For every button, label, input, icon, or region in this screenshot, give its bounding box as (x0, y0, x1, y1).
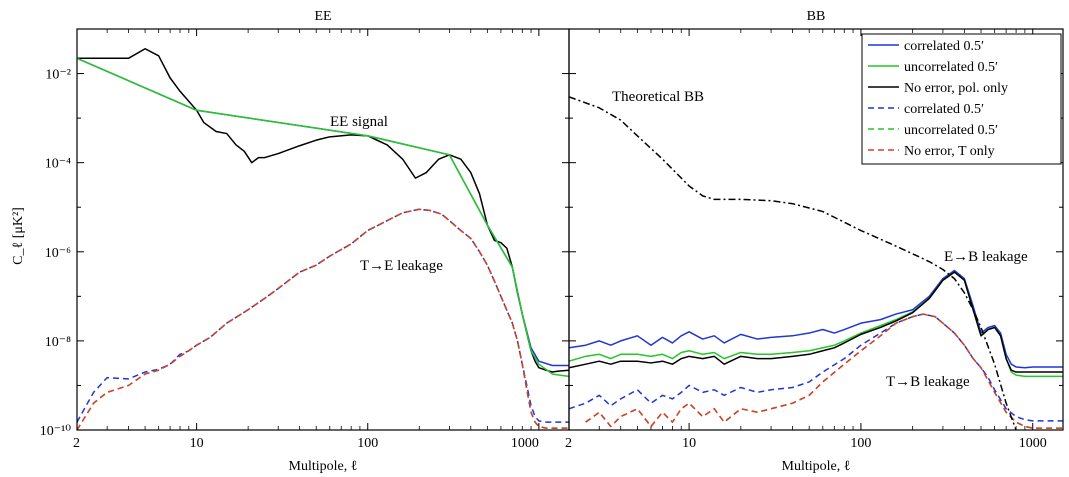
t-to-e-leakage-annotation: T→E leakage (360, 258, 443, 274)
ee-series-correlated-0-5-dashed (77, 208, 569, 423)
t-to-b-leakage-annotation: T→B leakage (886, 374, 970, 390)
e-to-b-leakage-annotation: E→B leakage (944, 249, 1028, 265)
legend-label-uncorrelated-solid: uncorrelated 0.5′ (904, 60, 998, 75)
bb-series-correlated-0-5-dashed (569, 313, 1063, 422)
bb-series-group (569, 96, 1063, 430)
ee-series-group (77, 48, 569, 430)
legend-label-no-error-t-only: No error, T only (904, 144, 995, 159)
y-tick-label: 10⁻⁶ (45, 246, 71, 261)
axis-ticks: 2 10 100 1000 2 10 100 1000 10⁻¹⁰ 10⁻⁸ 10⁻⁶ 10⁻⁴ 10⁻… (40, 28, 1063, 451)
bb-x-axis-label: Multipole, ℓ (782, 459, 851, 474)
ee-panel-title: EE (314, 9, 331, 24)
legend: correlated 0.5′ uncorrelated 0.5′ No err… (861, 33, 1062, 165)
ee-x-tick-label: 2 (73, 436, 80, 451)
legend-label-no-error-pol-only: No error, pol. only (904, 81, 1008, 96)
bb-panel (569, 96, 1063, 430)
bb-axes-frame (568, 28, 1064, 431)
theoretical-bb-annotation: Theoretical BB (612, 89, 704, 105)
bb-series-theoretical-bb-dashdot (569, 96, 1017, 430)
ee-panel (77, 48, 569, 430)
y-tick-label: 10⁻⁸ (45, 335, 71, 350)
ee-x-tick-label: 1000 (511, 436, 539, 451)
ee-x-tick-label: 10 (190, 436, 204, 451)
ee-signal-annotation: EE signal (330, 114, 388, 130)
bb-x-tick-label: 1000 (1019, 436, 1047, 451)
legend-box (861, 33, 1062, 165)
y-tick-label: 10⁻⁴ (45, 157, 71, 172)
ee-series-uncorrelated-0-5-solid (77, 57, 569, 378)
y-axis-label: C_ℓ [μK²] (11, 207, 26, 265)
bb-x-tick-label: 100 (850, 436, 871, 451)
bb-series-no-error-pol-only-solid (569, 271, 1063, 373)
ee-x-axis-label: Multipole, ℓ (289, 459, 358, 474)
ee-x-tick-label: 100 (357, 436, 378, 451)
bb-series-no-error-t-only-dashed (585, 313, 1063, 429)
bb-panel-title: BB (807, 9, 826, 24)
legend-label-correlated-solid: correlated 0.5′ (904, 39, 984, 54)
legend-label-correlated-dashed: correlated 0.5′ (904, 102, 984, 117)
bb-x-tick-label: 10 (682, 436, 696, 451)
y-tick-label: 10⁻¹⁰ (40, 424, 72, 439)
bb-x-tick-label: 2 (565, 436, 572, 451)
legend-label-uncorrelated-dashed: uncorrelated 0.5′ (904, 123, 998, 138)
y-tick-label: 10⁻² (45, 68, 71, 83)
